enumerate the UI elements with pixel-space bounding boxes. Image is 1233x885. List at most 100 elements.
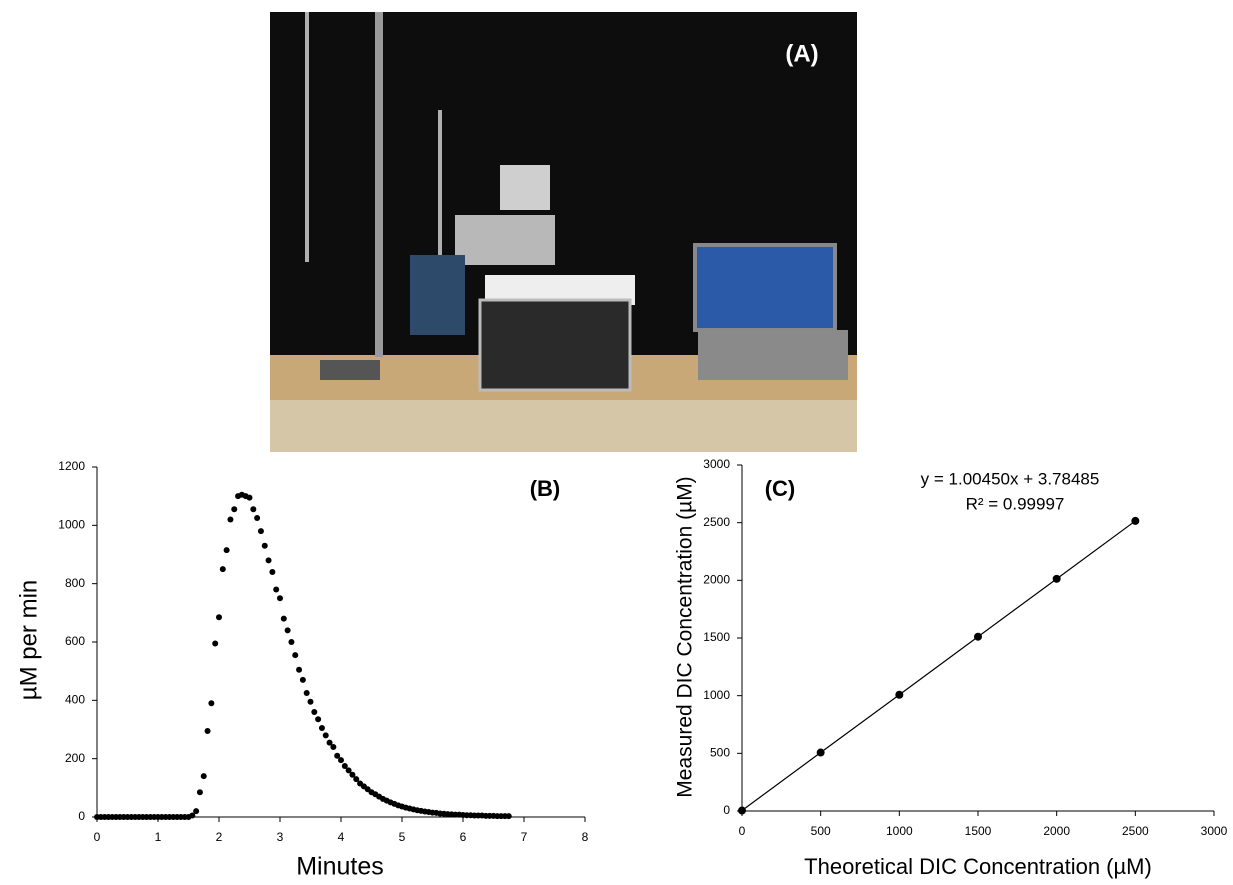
table-front [270, 400, 857, 452]
data-point [353, 776, 360, 783]
y-axis-title: µM per min [15, 580, 42, 701]
x-tick-label: 7 [521, 830, 528, 844]
panel-label: (A) [785, 40, 818, 67]
tray [320, 360, 380, 380]
x-tick-label: 3 [277, 830, 284, 844]
data-point [1052, 574, 1061, 583]
data-point [216, 614, 222, 621]
x-axis-title: Theoretical DIC Concentration (µM) [804, 854, 1152, 879]
data-point [193, 808, 200, 815]
data-point [231, 506, 238, 513]
y-tick-label: 800 [65, 576, 85, 590]
data-point [1131, 516, 1140, 525]
data-point [292, 652, 299, 659]
x-tick-label: 2000 [1043, 824, 1070, 838]
data-point [261, 542, 268, 549]
data-point [246, 494, 253, 501]
stand-rod [375, 12, 383, 357]
data-point [505, 813, 512, 820]
data-point [318, 725, 325, 732]
data-point [280, 615, 287, 622]
x-tick-label: 1000 [886, 824, 913, 838]
y-tick-label: 500 [710, 746, 730, 760]
data-point [265, 557, 272, 564]
data-point [288, 639, 295, 645]
y-tick-label: 2500 [703, 515, 730, 529]
y-tick-label: 1000 [58, 518, 85, 532]
controller-box [500, 165, 550, 210]
tube [438, 110, 442, 300]
y-tick-label: 1200 [58, 459, 85, 473]
data-point [974, 632, 982, 641]
r-squared: R² = 0.99997 [966, 494, 1065, 513]
x-tick-label: 0 [94, 830, 101, 844]
data-point [349, 771, 356, 778]
data-point [299, 676, 306, 683]
data-point [338, 757, 344, 764]
data-point [296, 666, 303, 673]
data-point [227, 516, 234, 523]
data-point [311, 709, 318, 715]
x-tick-label: 3000 [1201, 824, 1228, 838]
trend-equation: y = 1.00450x + 3.78485 [921, 469, 1100, 488]
x-tick-label: 1 [155, 830, 162, 844]
x-axis-title: Minutes [296, 853, 384, 881]
x-tick-label: 4 [338, 830, 345, 844]
x-tick-label: 8 [582, 830, 589, 844]
data-point [334, 752, 341, 759]
laptop-base [698, 330, 848, 380]
data-point [273, 586, 280, 593]
data-point [196, 789, 203, 796]
data-point [315, 716, 322, 723]
y-tick-label: 1500 [703, 630, 730, 644]
x-tick-label: 500 [811, 824, 831, 838]
water-bath [455, 215, 555, 265]
data-point [330, 744, 337, 750]
photo: (A) [270, 12, 857, 452]
data-point [189, 812, 196, 819]
x-tick-label: 1500 [965, 824, 992, 838]
y-tick-label: 2000 [703, 573, 730, 587]
data-point [277, 595, 283, 602]
x-tick-label: 2 [216, 830, 223, 844]
data-point [895, 690, 904, 699]
tube [305, 12, 309, 262]
data-point [345, 767, 352, 774]
y-tick-label: 200 [65, 751, 85, 765]
data-point [250, 506, 257, 513]
data-point [254, 515, 261, 522]
data-point [200, 773, 207, 780]
data-point [204, 727, 211, 734]
data-point [326, 739, 333, 746]
x-tick-label: 5 [399, 830, 406, 844]
data-point [219, 566, 226, 573]
x-tick-label: 6 [460, 830, 467, 844]
data-point [816, 748, 825, 757]
y-tick-label: 0 [78, 809, 85, 823]
data-point [257, 528, 264, 535]
data-point [322, 732, 329, 739]
y-tick-label: 1000 [703, 688, 730, 702]
x-tick-label: 2500 [1122, 824, 1149, 838]
data-point [269, 569, 276, 575]
panel-label: (B) [530, 476, 561, 501]
y-tick-label: 400 [65, 693, 85, 707]
y-axis-title: Measured DIC Concentration (µM) [674, 476, 697, 797]
panel-label: (C) [765, 476, 796, 501]
data-point [738, 806, 746, 815]
data-point [208, 700, 215, 707]
x-tick-label: 0 [739, 824, 746, 838]
y-tick-label: 3000 [703, 457, 730, 471]
data-point [223, 547, 230, 554]
electronics-cage [478, 298, 632, 392]
pump [410, 255, 465, 335]
laptop-screen [693, 243, 837, 332]
data-point [284, 627, 291, 634]
y-tick-label: 600 [65, 634, 85, 648]
data-point [307, 698, 314, 705]
y-tick-label: 0 [723, 803, 730, 817]
data-point [303, 690, 310, 697]
trend-line [741, 520, 1136, 812]
data-point [341, 762, 348, 769]
